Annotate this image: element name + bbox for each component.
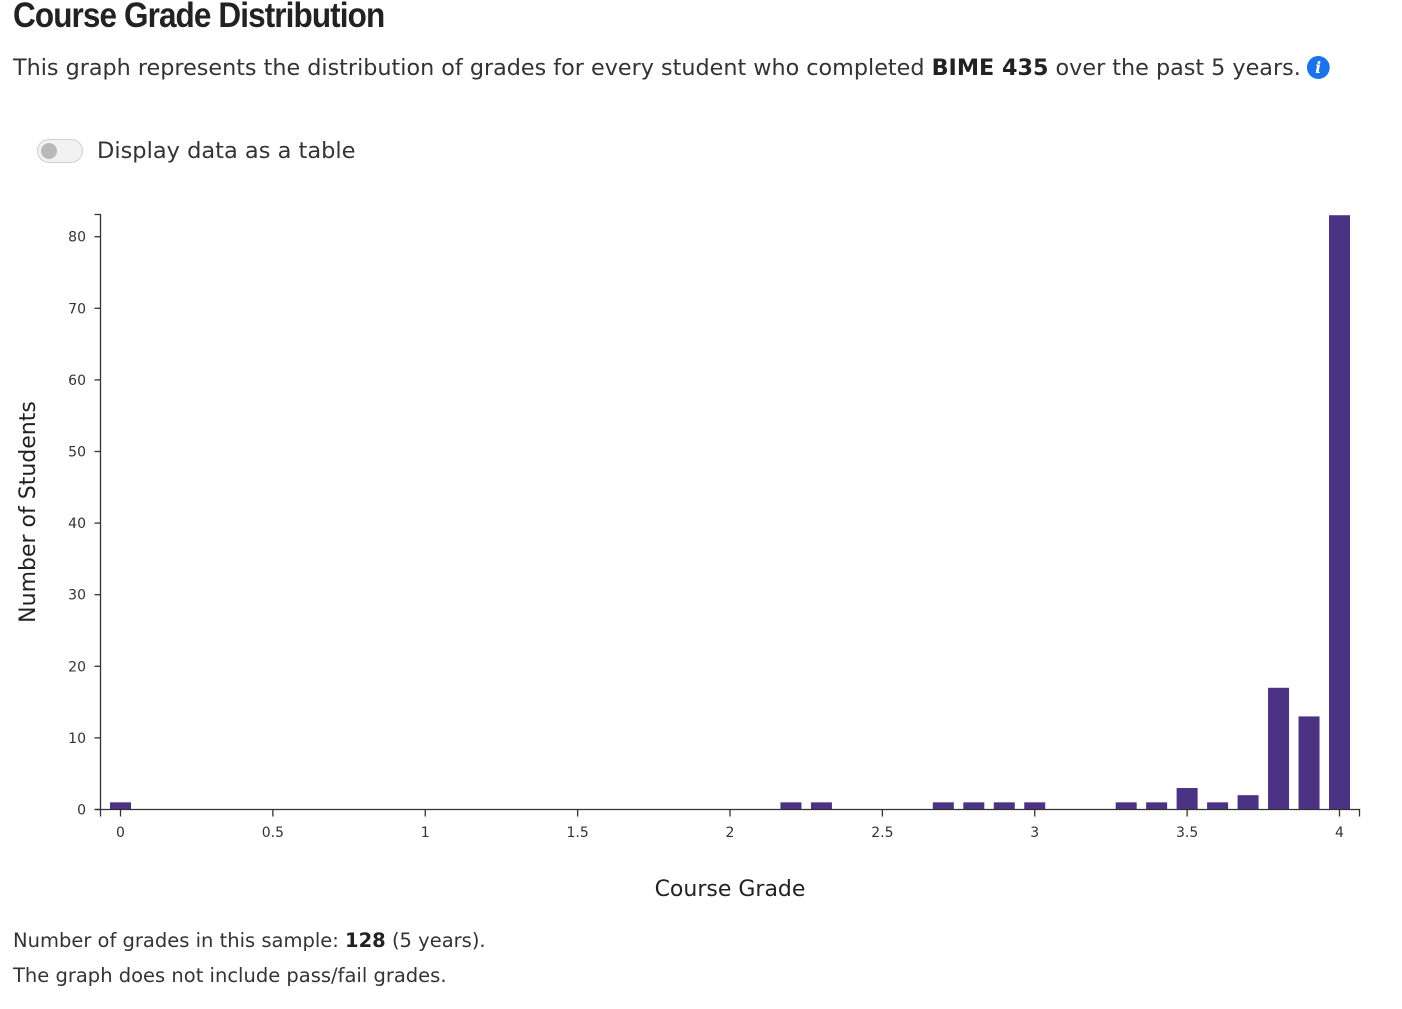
- bar: [110, 802, 131, 810]
- toggle-knob: [41, 143, 57, 159]
- description-text: This graph represents the distribution o…: [13, 55, 932, 81]
- y-tick-label: 20: [68, 659, 86, 675]
- sample-count-label: Number of grades in this sample:: [13, 929, 346, 952]
- info-icon[interactable]: i: [1306, 56, 1330, 79]
- bar: [1115, 802, 1137, 810]
- pass-fail-note: The graph does not include pass/fail gra…: [13, 964, 447, 987]
- sample-count-value: 128: [345, 929, 386, 952]
- y-tick-label: 60: [68, 373, 86, 389]
- sample-count: Number of grades in this sample: 128 (5 …: [13, 929, 486, 952]
- table-toggle-row: Display data as a table: [37, 138, 356, 164]
- bar: [1237, 795, 1259, 810]
- y-axis-title: Number of Students: [16, 401, 41, 623]
- bar: [1176, 788, 1198, 810]
- y-tick-label: 30: [68, 588, 86, 604]
- x-tick-label: 2: [726, 825, 735, 841]
- y-tick-label: 70: [68, 301, 86, 317]
- bar: [780, 802, 802, 810]
- page-title: Course Grade Distribution: [13, 0, 385, 35]
- x-tick-label: 3: [1030, 825, 1039, 841]
- bar: [1268, 687, 1290, 810]
- bar: [1298, 716, 1320, 810]
- bar: [1207, 802, 1229, 810]
- x-tick-label: 4: [1335, 825, 1344, 841]
- x-tick-label: 0.5: [262, 825, 284, 841]
- bar: [810, 802, 832, 810]
- table-toggle-switch[interactable]: [37, 139, 83, 163]
- description-suffix: over the past 5 years.: [1048, 55, 1301, 81]
- y-tick-label: 50: [68, 445, 86, 461]
- x-tick-label: 0: [116, 825, 125, 841]
- x-tick-label: 1.5: [566, 825, 588, 841]
- description: This graph represents the distribution o…: [13, 55, 1330, 81]
- y-tick-label: 80: [68, 230, 86, 246]
- grade-distribution-chart: 0 10 20 30 40 50 60 70 80 0 0.5 1 1.5 2 2.5 3 3.5 4 Course…: [16, 213, 1361, 902]
- y-axis-line: [94, 213, 102, 811]
- y-tick-label: 40: [68, 516, 86, 532]
- bar: [932, 802, 954, 810]
- x-tick-label: 1: [421, 825, 430, 841]
- y-tick-label: 10: [68, 731, 86, 747]
- course-code: BIME 435: [931, 55, 1049, 81]
- x-tick-label: 2.5: [871, 825, 893, 841]
- x-tick-label: 3.5: [1176, 825, 1198, 841]
- table-toggle-label: Display data as a table: [97, 138, 356, 164]
- bar: [1024, 802, 1046, 810]
- x-axis-title: Course Grade: [655, 877, 806, 902]
- bar: [963, 802, 985, 810]
- bar: [1146, 802, 1168, 810]
- bar: [993, 802, 1015, 810]
- y-tick-label: 0: [77, 803, 86, 819]
- sample-count-suffix: (5 years).: [385, 929, 486, 952]
- bar: [1329, 215, 1350, 810]
